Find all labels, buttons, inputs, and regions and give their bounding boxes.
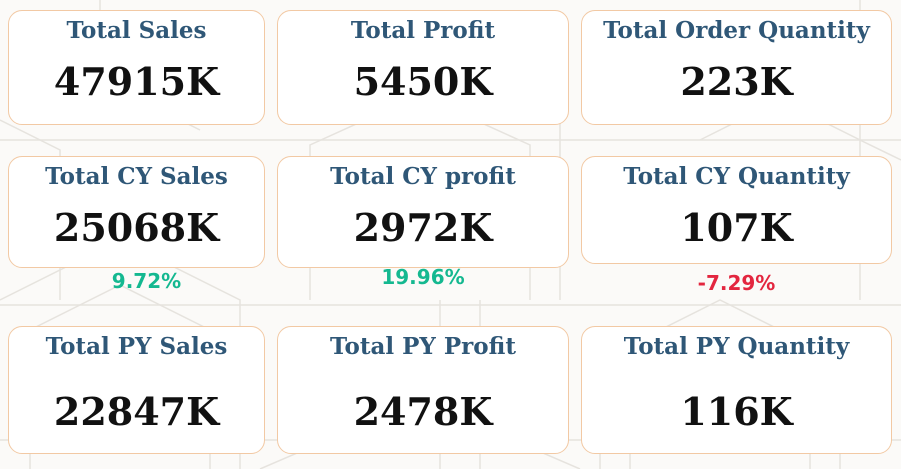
kpi-card-total-cy-sales: Total CY Sales 25068K [8, 156, 265, 268]
kpi-value: 223K [680, 59, 793, 104]
kpi-card-total-order-quantity: Total Order Quantity 223K [581, 10, 892, 125]
kpi-card-total-cy-profit: Total CY profit 2972K [277, 156, 569, 268]
kpi-value: 5450K [353, 59, 493, 104]
kpi-title: Total CY Quantity [623, 163, 850, 190]
kpi-card-total-py-quantity: Total PY Quantity 116K [581, 326, 892, 454]
kpi-value: 107K [680, 205, 793, 250]
cy-quantity-change: -7.29% [697, 271, 776, 295]
kpi-card-total-py-sales: Total PY Sales 22847K [8, 326, 265, 454]
kpi-title: Total Profit [350, 17, 496, 44]
kpi-card-total-py-profit: Total PY Profit 2478K [277, 326, 569, 454]
kpi-value: 47915K [53, 59, 220, 104]
kpi-value: 22847K [53, 389, 220, 434]
kpi-card-total-sales: Total Sales 47915K [8, 10, 265, 125]
cy-sales-change: 9.72% [111, 269, 182, 293]
kpi-value: 2972K [353, 205, 493, 250]
kpi-card-total-cy-quantity: Total CY Quantity 107K [581, 156, 892, 264]
kpi-title: Total Order Quantity [603, 17, 870, 44]
kpi-card-total-profit: Total Profit 5450K [277, 10, 569, 125]
kpi-title: Total PY Quantity [623, 333, 850, 360]
kpi-value: 2478K [353, 389, 493, 434]
cy-profit-change: 19.96% [381, 265, 465, 289]
kpi-title: Total Sales [66, 17, 207, 44]
kpi-title: Total PY Profit [330, 333, 516, 360]
kpi-value: 116K [680, 389, 793, 434]
kpi-title: Total CY Sales [45, 163, 228, 190]
kpi-title: Total CY profit [330, 163, 516, 190]
kpi-value: 25068K [53, 205, 220, 250]
kpi-title: Total PY Sales [45, 333, 228, 360]
